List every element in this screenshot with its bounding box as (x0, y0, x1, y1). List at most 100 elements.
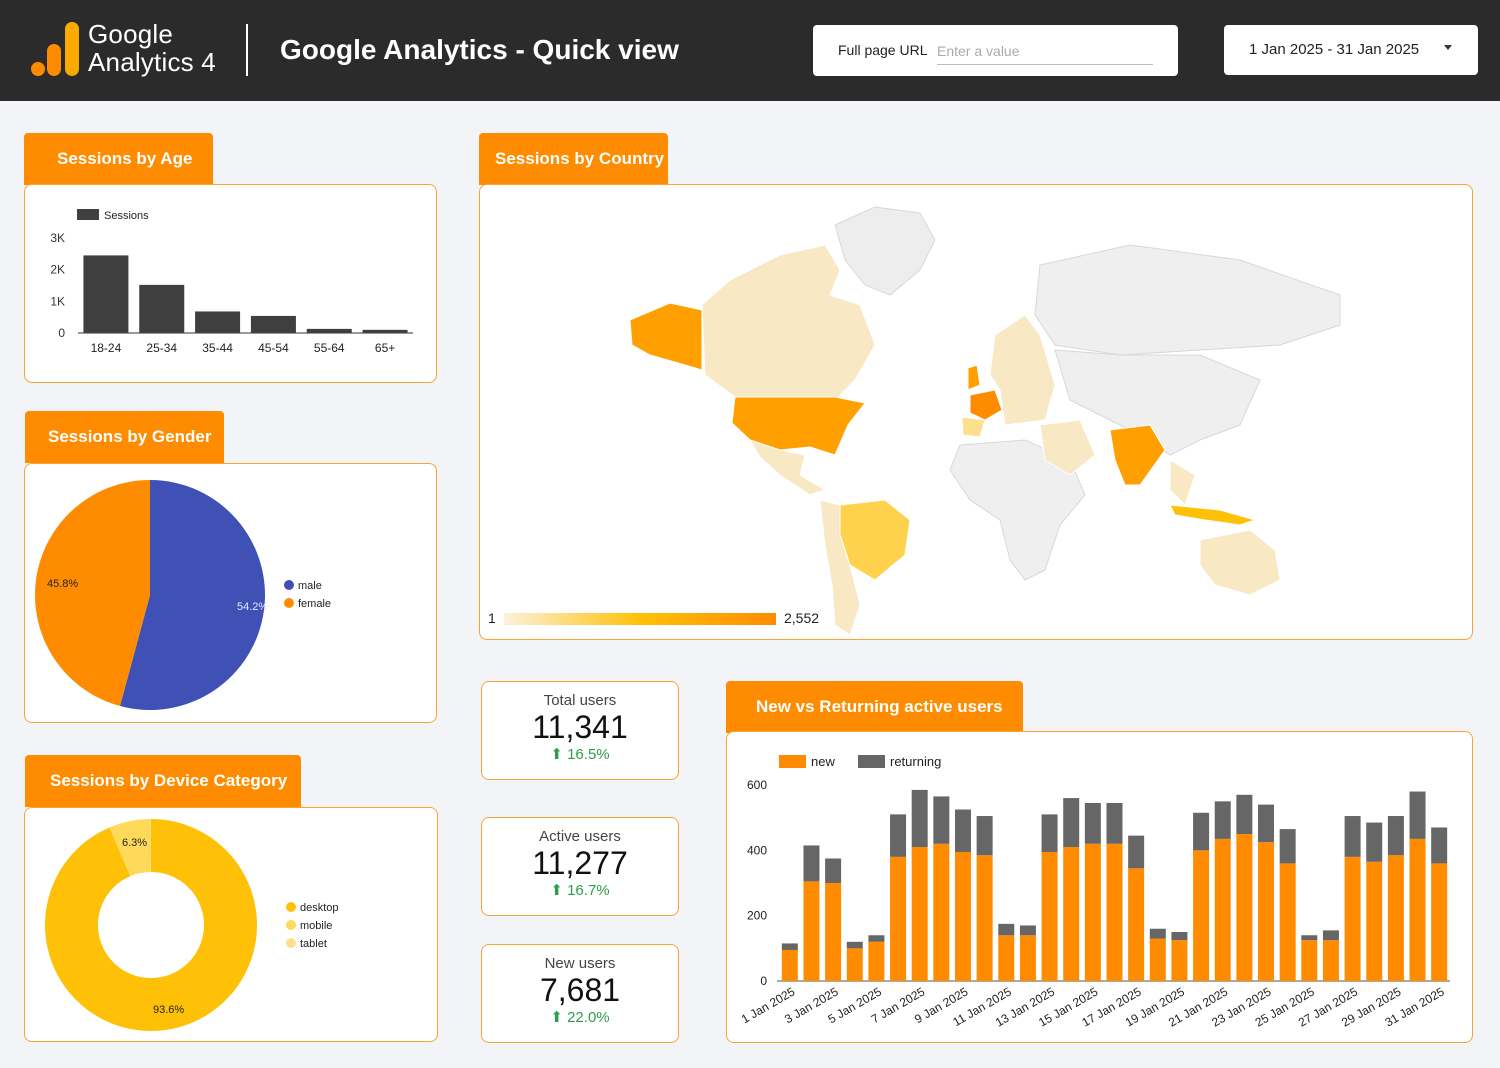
legend-swatch (286, 938, 296, 948)
date-range-picker[interactable]: 1 Jan 2025 - 31 Jan 2025 (1224, 25, 1478, 75)
x-tick-label: 25-34 (146, 341, 177, 355)
bar-new (1214, 838, 1231, 981)
bar-new (933, 843, 950, 981)
bar-returning (911, 789, 928, 848)
legend-label: Sessions (104, 210, 149, 222)
url-filter-label: Full page URL (838, 42, 928, 58)
world-map[interactable]: 1 2,552 (480, 185, 1473, 640)
bar-new (998, 935, 1015, 981)
device-panel: 93.6% 6.3% desktop mobile tablet (24, 807, 438, 1042)
country-australia (1199, 529, 1281, 596)
country-canada (701, 244, 876, 401)
country-russia (1034, 244, 1341, 356)
bar-new (1019, 935, 1036, 981)
url-filter-input[interactable] (937, 37, 1153, 65)
bar-new (1084, 843, 1101, 981)
bar-new (846, 948, 863, 981)
device-panel-title: Sessions by Device Category (50, 771, 288, 790)
device-panel-tab: Sessions by Device Category (25, 755, 301, 807)
chevron-down-icon[interactable] (1444, 45, 1452, 50)
age-panel: 0 1K 2K 3K 18-24 25-34 35-44 45-54 55-64 65+ Sessi… (24, 184, 437, 383)
bar-returning (1387, 816, 1404, 856)
bar-returning (1019, 925, 1036, 936)
kpi-change-value: 22.0% (567, 1009, 610, 1026)
bar-returning (825, 858, 842, 883)
donut-slice-label: 6.3% (122, 837, 147, 849)
pie-slice-female (35, 480, 150, 707)
legend-swatch (284, 598, 294, 608)
new-returning-panel-title: New vs Returning active users (756, 697, 1003, 716)
bar-returning (1301, 935, 1318, 941)
bar-new (1387, 855, 1404, 981)
bar-returning (1193, 812, 1210, 851)
legend-swatch (858, 755, 885, 768)
bar-returning (933, 796, 950, 844)
legend-label: returning (890, 754, 941, 769)
bar-new (1149, 938, 1166, 981)
bar (250, 315, 296, 333)
kpi-label: Active users (539, 828, 621, 845)
bar-new (1128, 868, 1145, 981)
country-middle-east (1039, 419, 1096, 476)
country-southeast-asia (1169, 459, 1196, 506)
y-tick-label: 0 (760, 974, 767, 988)
kpi-change: ⬆ 16.7% (482, 881, 678, 899)
kpi-card-active-users: Active users 11,277 ⬆ 16.7% (481, 817, 679, 916)
bar-new (1171, 940, 1188, 981)
bar-returning (1322, 930, 1339, 941)
map-scale-max: 2,552 (784, 610, 819, 626)
bar (195, 311, 241, 333)
bar-returning (1214, 801, 1231, 839)
kpi-change-value: 16.7% (567, 882, 610, 899)
kpi-card-new-users: New users 7,681 ⬆ 22.0% (481, 944, 679, 1043)
bar-new (825, 883, 842, 981)
date-range-value: 1 Jan 2025 - 31 Jan 2025 (1249, 41, 1420, 58)
kpi-value: 11,277 (532, 845, 628, 881)
bar-new (1258, 842, 1275, 981)
logo-wordmark: Google Analytics 4 (88, 20, 216, 76)
y-tick-label: 0 (58, 326, 65, 340)
country-greenland (834, 206, 936, 296)
kpi-change: ⬆ 16.5% (482, 745, 678, 763)
gender-panel-title: Sessions by Gender (48, 427, 212, 446)
bar-returning (1258, 804, 1275, 843)
url-filter-control: Full page URL (813, 25, 1178, 76)
header-divider (246, 24, 248, 76)
country-panel-tab: Sessions by Country (479, 133, 668, 185)
legend-label: new (811, 754, 835, 769)
bar-returning (1171, 932, 1188, 941)
country-india (1109, 424, 1166, 486)
kpi-card-total-users: Total users 11,341 ⬆ 16.5% (481, 681, 679, 780)
legend-swatch (779, 755, 806, 768)
legend-swatch (77, 209, 99, 220)
x-tick-label: 65+ (375, 341, 395, 355)
bar-new (1063, 847, 1080, 981)
logo-line-1: Google (88, 19, 174, 49)
gender-pie-chart: 54.2% 45.8% male female (35, 480, 331, 710)
legend-label: mobile (300, 920, 332, 932)
bar-returning (1149, 928, 1166, 939)
map-scale-min: 1 (488, 610, 496, 626)
bar-returning (954, 809, 971, 852)
bar-returning (1106, 802, 1123, 844)
country-asia (1054, 349, 1261, 456)
bar-new (1041, 851, 1058, 981)
kpi-label: Total users (543, 692, 617, 709)
bar-new (1301, 940, 1318, 981)
x-tick-label: 35-44 (202, 341, 233, 355)
age-bar-chart: 0 1K 2K 3K 18-24 25-34 35-44 45-54 55-64 65+ Sessi… (50, 209, 413, 355)
new-returning-panel-tab: New vs Returning active users (726, 681, 1023, 733)
legend-swatch (284, 580, 294, 590)
bar-new (803, 881, 820, 981)
x-tick-label: 18-24 (91, 341, 122, 355)
country-europe (989, 314, 1056, 426)
bar (83, 255, 129, 333)
bar-new (1431, 863, 1448, 981)
kpi-change-value: 16.5% (567, 746, 610, 763)
bar-returning (868, 935, 885, 942)
gender-panel: 54.2% 45.8% male female (24, 463, 437, 723)
new-returning-panel: 0 200 400 600 1 Jan 2025 3 Jan 2025 5 Jan 2025… (726, 731, 1473, 1043)
legend-label: tablet (300, 938, 327, 950)
arrow-up-icon: ⬆ (550, 746, 563, 763)
